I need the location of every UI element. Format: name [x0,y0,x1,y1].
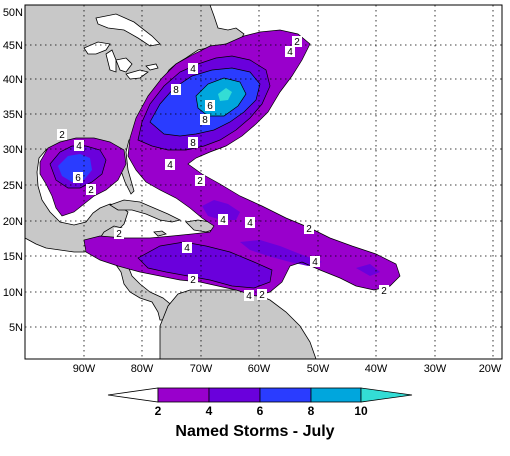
map-frame [24,4,503,360]
svg-text:4: 4 [312,257,318,268]
lon-label: 20W [479,363,502,375]
contour-label: 4 [285,46,295,58]
contour-label: 2 [57,129,67,141]
storm-level-10-plus [218,88,232,101]
svg-text:4: 4 [246,291,252,302]
lon-label: 50W [307,363,330,375]
lon-label: 60W [248,363,271,375]
svg-text:4: 4 [287,47,293,58]
contour-label: 8 [188,137,198,149]
colorbar-segment [157,387,210,403]
contour-label: 2 [304,223,314,235]
contour-label: 4 [165,159,175,171]
contour-label: 6 [73,172,83,184]
svg-text:6: 6 [75,173,81,184]
svg-text:6: 6 [207,101,213,112]
latitude-labels: 5N 10N 15N 20N 25N 30N 35N 40N 45N 50N [3,7,23,334]
colorbar-tick-label: 8 [308,404,315,418]
colorbar: 2 4 6 8 10 [107,387,413,418]
contour-label: 2 [86,184,96,196]
contour-label: 2 [292,36,302,48]
svg-text:4: 4 [76,141,82,152]
lon-label: 30W [424,363,447,375]
colorbar-tick-label: 2 [155,404,162,418]
lat-label: 30N [3,144,23,156]
colorbar-segment [310,387,362,403]
lat-label: 15N [3,251,23,263]
colorbar-segment [259,387,312,403]
svg-text:8: 8 [173,85,179,96]
jamaica-land [153,230,167,237]
longitude-labels: 90W 80W 70W 60W 50W 40W 30W 20W [73,363,502,375]
lat-label: 20N [3,216,23,228]
contour-label: 2 [195,175,205,187]
contour-label: 8 [171,84,181,96]
svg-text:2: 2 [381,286,387,297]
lon-label: 70W [190,363,213,375]
contour-label: 6 [205,100,215,112]
contour-label: 4 [188,63,198,75]
svg-text:2: 2 [88,185,94,196]
colorbar-segment [208,387,261,403]
contour-label: 4 [310,256,320,268]
svg-text:2: 2 [190,275,196,286]
lon-label: 90W [73,363,96,375]
colorbar-tick-label: 4 [206,404,213,418]
contour-label: 4 [244,290,254,302]
svg-text:8: 8 [202,115,208,126]
svg-text:2: 2 [294,37,300,48]
svg-text:2: 2 [116,229,122,240]
contour-label: 8 [200,114,210,126]
lat-label: 5N [9,322,23,334]
svg-text:2: 2 [306,224,312,235]
contour-label: 4 [74,140,84,152]
contour-label: 4 [182,242,192,254]
svg-text:2: 2 [197,176,203,187]
contour-label: 2 [188,274,198,286]
colorbar-tick-label: 6 [257,404,264,418]
colorbar-tick-label: 10 [354,404,368,418]
lat-label: 50N [3,7,23,19]
svg-text:4: 4 [220,215,226,226]
lat-label: 45N [3,40,23,52]
lon-label: 40W [365,363,388,375]
contour-label: 2 [379,285,389,297]
lat-label: 40N [3,74,23,86]
colorbar-segment [360,387,413,403]
colorbar-segment [107,387,159,403]
svg-text:2: 2 [259,290,265,301]
svg-text:2: 2 [59,130,65,141]
lat-label: 35N [3,109,23,121]
svg-text:8: 8 [190,138,196,149]
lon-label: 80W [131,363,154,375]
lat-label: 10N [3,287,23,299]
svg-text:4: 4 [190,64,196,75]
contour-labels: 2 4 4 6 8 8 8 4 2 2 4 6 2 4 4 2 2 4 4 2 … [57,36,389,302]
lat-label: 25N [3,180,23,192]
svg-text:4: 4 [167,160,173,171]
contour-label: 4 [245,217,255,229]
contour-label: 2 [114,228,124,240]
map-title: Named Storms - July [175,423,335,440]
contour-label: 4 [218,214,228,226]
svg-text:4: 4 [184,243,190,254]
contour-label: 2 [257,289,267,301]
great-lakes-water [83,13,161,80]
svg-text:4: 4 [247,218,253,229]
